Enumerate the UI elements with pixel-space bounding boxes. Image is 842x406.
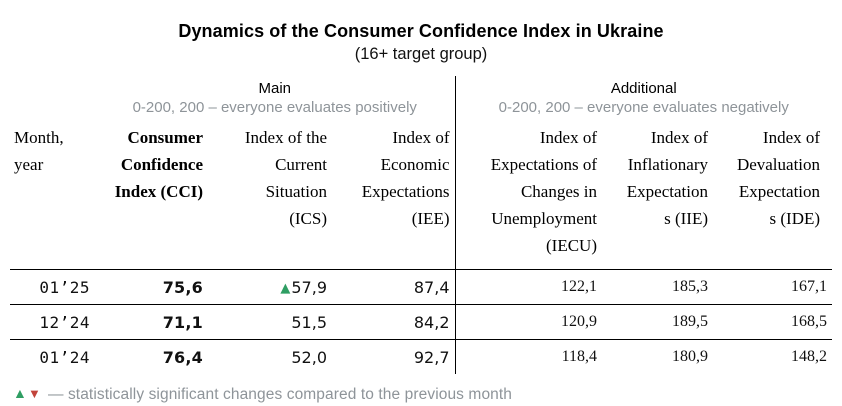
page-subtitle: (16+ target group) [354,45,488,63]
cell-iee: 84,2 [332,304,455,340]
cell-cci: 76,4 [162,347,203,367]
section-additional-scale-note: 0-200, 200 – everyone evaluates negative… [498,99,789,116]
cell-iie: 180,9 [672,348,708,365]
table-row: 01’25 75,6 ▲57,9 87,4 122,1 185,3 167,1 [10,269,833,305]
cell-ide: 148,2 [791,348,828,365]
cell-iecu: 122,1 [454,269,602,305]
cell-iee: 92,7 [413,347,450,367]
cell-cci: 71,1 [95,304,208,340]
section-main-scale-note: 0-200, 200 – everyone evaluates positive… [132,99,417,116]
col-header-iie: Index of Inflationary Expectation s (IIE… [602,121,713,270]
cell-month: 01’25 [10,269,95,305]
section-header-row: Main 0-200, 200 – everyone evaluates pos… [10,76,833,121]
cell-iecu: 118,4 [454,339,602,374]
col-header-ics: Index of the Current Situation (ICS) [208,121,332,270]
cell-cci: 75,6 [95,269,208,305]
cell-ics: 52,0 [291,347,327,367]
cell-iecu: 120,9 [454,304,602,340]
col-header-iecu: Index of Expectations of Changes in Unem… [454,121,602,270]
cell-ics-value: 57,9 [291,277,327,297]
col-header-ide: Index of Devaluation Expectation s (IDE) [713,121,833,270]
cell-month: 01’24 [39,347,90,367]
col-header-cci: Consumer Confidence Index (CCI) [95,121,208,270]
cell-ide: 168,5 [713,304,833,340]
col-header-iee: Index of Economic Expectations (IEE) [332,121,455,270]
table-row: 01’24 76,4 52,0 92,7 118,4 180,9 148,2 [10,339,832,374]
cci-table: Main 0-200, 200 – everyone evaluates pos… [10,76,833,374]
section-spacer [10,76,95,121]
section-main-label: Main [258,80,291,97]
section-main: Main 0-200, 200 – everyone evaluates pos… [95,76,455,121]
cell-iee: 87,4 [332,269,455,305]
cell-ics: 51,5 [208,304,332,340]
col-header-month: Month, year [10,121,95,270]
cell-ics: ▲57,9 [208,269,332,305]
cell-ide: 167,1 [713,269,833,305]
column-header-row: Month, year Consumer Confidence Index (C… [10,121,833,270]
cell-iie: 185,3 [602,269,713,305]
legend: ▲▼ — statistically significant changes co… [13,385,842,404]
up-triangle-icon: ▲ [13,385,27,401]
cell-iie: 189,5 [602,304,713,340]
section-additional: Additional 0-200, 200 – everyone evaluat… [454,76,833,121]
legend-text: — statistically significant changes comp… [47,386,513,403]
down-triangle-icon: ▼ [27,386,41,401]
section-additional-label: Additional [610,80,677,97]
table-row: 12’24 71,1 51,5 84,2 120,9 189,5 168,5 [10,304,833,340]
page-title: Dynamics of the Consumer Confidence Inde… [178,21,664,41]
up-triangle-icon: ▲ [280,280,291,296]
cell-month: 12’24 [10,304,95,340]
